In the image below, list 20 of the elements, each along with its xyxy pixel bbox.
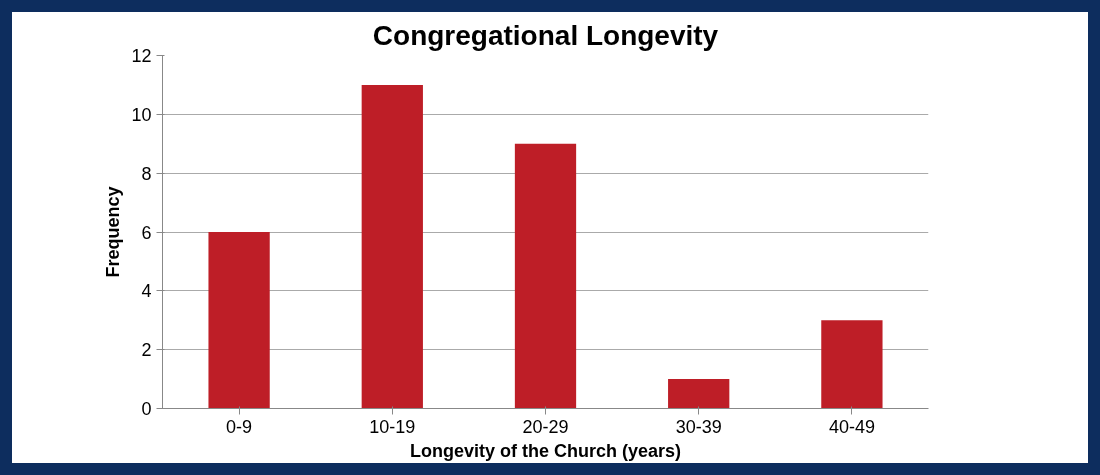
bar bbox=[208, 232, 270, 409]
x-tick-label: 30-39 bbox=[675, 416, 722, 437]
y-tick-label: 12 bbox=[131, 46, 152, 66]
y-tick-label: 8 bbox=[141, 163, 152, 184]
y-tick-label: 0 bbox=[141, 399, 152, 419]
x-axis-title: Longevity of the Church (years) bbox=[409, 440, 682, 461]
y-tick-label: 6 bbox=[141, 222, 152, 243]
bar bbox=[821, 320, 883, 409]
x-tick-label: 20-29 bbox=[522, 416, 569, 437]
y-tick-label: 2 bbox=[141, 340, 152, 361]
y-tick-label: 10 bbox=[131, 104, 152, 125]
x-tick-label: 10-19 bbox=[369, 416, 416, 437]
bar bbox=[361, 84, 423, 409]
x-tick-label: 0-9 bbox=[226, 416, 253, 437]
y-tick-label: 4 bbox=[141, 281, 152, 302]
y-axis-title: Frequency bbox=[103, 186, 124, 278]
bar bbox=[514, 143, 577, 409]
bar bbox=[668, 379, 730, 409]
x-tick-label: 40-49 bbox=[828, 416, 875, 437]
chart-title: Congregational Longevity bbox=[372, 19, 719, 51]
